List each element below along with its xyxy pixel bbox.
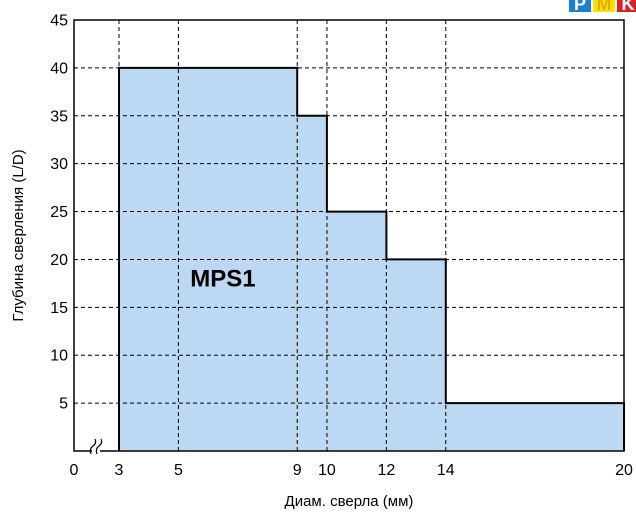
badge-m-label: M (597, 0, 612, 14)
region-label: MPS1 (190, 265, 255, 292)
y-tick-label: 20 (50, 252, 68, 269)
x-axis-break-icon (89, 438, 103, 455)
plot-frame (73, 19, 625, 452)
x-tick-label: 12 (377, 462, 395, 479)
y-tick-label: 40 (50, 60, 68, 77)
x-tick-label: 14 (437, 462, 455, 479)
y-tick-label: 15 (50, 300, 68, 317)
badge-k-label: K (622, 0, 635, 14)
badge-p-label: P (574, 0, 586, 14)
y-tick-label: 30 (50, 156, 68, 173)
y-tick-label: 35 (50, 108, 68, 125)
x-tick-label: 9 (293, 462, 302, 479)
x-tick-label: 3 (115, 462, 124, 479)
x-tick-label: 5 (174, 462, 183, 479)
axis-break-stroke (95, 438, 103, 455)
badge-m-bg (593, 0, 615, 12)
y-tick-label: 25 (50, 204, 68, 221)
badge-k-bg (617, 0, 636, 12)
axis-break-gap (92, 442, 100, 454)
y-tick-label: 10 (50, 348, 68, 365)
x-axis-ticks: 0 3 5 9 10 12 14 20 (70, 462, 633, 479)
x-tick-label: 20 (615, 462, 633, 479)
y-tick-label: 5 (59, 396, 68, 413)
x-tick-label: 10 (318, 462, 336, 479)
badge-p-bg (569, 0, 591, 12)
y-axis-label: Глубина сверления (L/D) (10, 149, 27, 321)
x-tick-label: 0 (70, 462, 79, 479)
y-tick-label: 45 (50, 13, 68, 30)
mps1-boundary-line (118, 66, 625, 451)
y-axis-ticks: 5 10 15 20 25 30 35 40 45 (50, 13, 68, 413)
axis-break-stroke (89, 438, 97, 455)
x-axis-label: Диам. сверла (мм) (285, 493, 414, 510)
